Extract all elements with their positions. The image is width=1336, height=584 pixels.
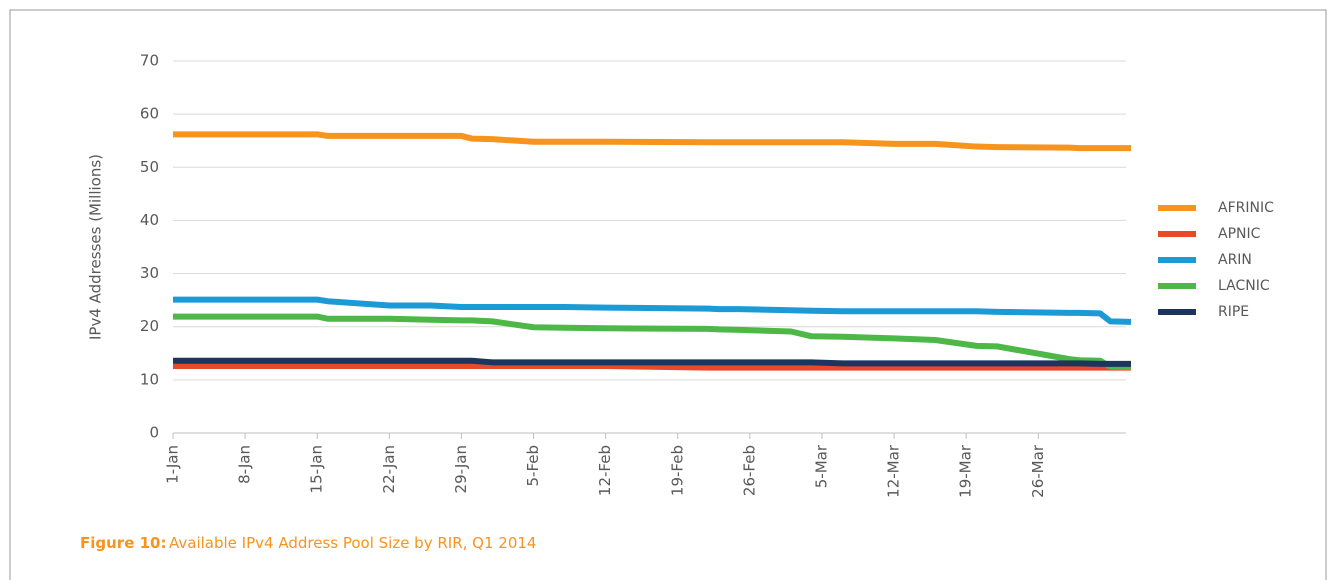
x-tick-label: 12-Feb bbox=[596, 445, 614, 496]
x-tick-label: 15-Jan bbox=[308, 445, 326, 493]
legend-label: ARIN bbox=[1218, 252, 1252, 268]
caption-label: Figure 10: bbox=[80, 534, 166, 552]
legend-label: RIPE bbox=[1218, 304, 1249, 320]
caption: Available IPv4 Address Pool Size by RIR,… bbox=[169, 534, 536, 552]
frame bbox=[9, 9, 1327, 580]
x-tick-label: 26-Mar bbox=[1029, 444, 1047, 498]
y-tick-label: 60 bbox=[140, 105, 159, 123]
series-line bbox=[173, 296, 1132, 325]
legend-label: APNIC bbox=[1218, 226, 1261, 242]
y-tick-label: 0 bbox=[149, 424, 159, 442]
y-tick-label: 40 bbox=[140, 211, 159, 229]
y-tick-label: 30 bbox=[140, 264, 159, 282]
x-tick-label: 8-Jan bbox=[236, 445, 254, 484]
series-line bbox=[173, 363, 1131, 371]
y-tick-label: 70 bbox=[140, 52, 159, 70]
x-tick-label: 26-Feb bbox=[740, 445, 758, 496]
legend-label: LACNIC bbox=[1218, 278, 1270, 294]
y-tick-label: 10 bbox=[140, 370, 159, 388]
y-axis-label: IPv4 Addresses (Millions) bbox=[87, 154, 105, 340]
series-line bbox=[173, 131, 1131, 152]
x-tick-label: 1-Jan bbox=[164, 445, 182, 484]
x-tick-label: 19-Mar bbox=[957, 444, 975, 498]
series-line bbox=[173, 313, 1132, 371]
x-tick-label: 12-Mar bbox=[885, 444, 903, 498]
x-tick-label: 5-Mar bbox=[812, 444, 830, 488]
legend-label: AFRINIC bbox=[1218, 200, 1274, 216]
y-tick-label: 50 bbox=[140, 158, 159, 176]
x-tick-label: 19-Feb bbox=[668, 445, 686, 496]
x-tick-label: 22-Jan bbox=[380, 445, 398, 493]
x-tick-label: 5-Feb bbox=[524, 445, 542, 487]
x-tick-label: 29-Jan bbox=[452, 445, 470, 493]
series-line bbox=[173, 357, 1131, 367]
y-tick-label: 20 bbox=[140, 317, 159, 335]
